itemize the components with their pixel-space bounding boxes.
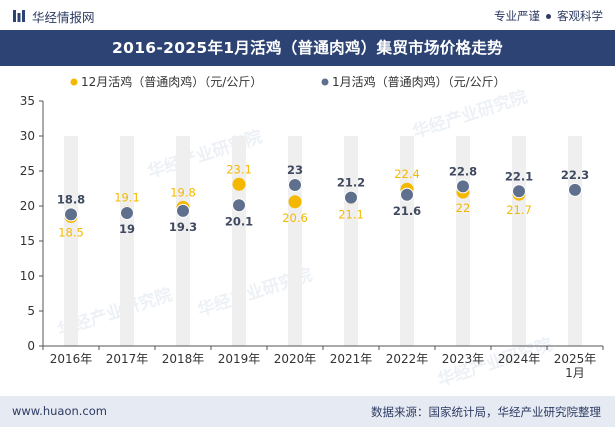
x-tick-label: 2016年	[50, 352, 93, 366]
january-data-label: 21.6	[393, 204, 421, 218]
january-point	[176, 203, 190, 218]
x-tick-label: 2018年	[162, 352, 205, 366]
x-tick-label: 2025年	[554, 352, 597, 366]
watermark-text: 华经产业研究院	[410, 86, 530, 143]
x-tick-label: 2020年	[274, 352, 317, 366]
january-point	[120, 206, 134, 220]
december-point	[232, 177, 246, 191]
january-point	[512, 184, 526, 199]
top-bar: 华经情报网 专业严谨 客观科学	[0, 0, 615, 30]
category-column	[176, 136, 190, 346]
tagline-separator-dot	[546, 13, 551, 19]
y-tick-label: 20	[20, 199, 35, 213]
x-tick-label-line2: 1月	[565, 366, 585, 380]
x-tick-label: 2024年	[498, 352, 541, 366]
december-data-label: 18.5	[58, 226, 84, 240]
y-tick-label: 10	[20, 269, 35, 283]
december-data-label: 21.7	[506, 203, 532, 217]
tagline: 专业严谨 客观科学	[494, 8, 603, 24]
december-data-label: 19.8	[170, 185, 196, 199]
x-tick-label: 2017年	[106, 352, 149, 366]
footer-source: 数据来源：国家统计局，华经产业研究院整理	[371, 405, 601, 419]
january-point	[344, 190, 358, 205]
december-data-label: 22	[456, 201, 471, 215]
brand-logo-icon	[13, 10, 25, 22]
january-point	[400, 187, 414, 202]
legend-label-december: 12月活鸡（普通肉鸡）（元/公斤）	[81, 74, 262, 89]
brand-name: 华经情报网	[32, 9, 95, 25]
december-data-label: 23.1	[226, 162, 252, 176]
december-data-label: 21.1	[338, 207, 364, 221]
january-data-label: 20.1	[225, 214, 253, 228]
december-point	[288, 195, 302, 209]
january-point	[568, 182, 582, 197]
january-data-label: 22.8	[449, 164, 477, 178]
legend-marker-january	[321, 78, 329, 86]
brand: 华经情报网	[12, 7, 95, 25]
footer-website: www.huaon.com	[12, 404, 107, 418]
january-data-label: 19	[119, 222, 135, 236]
y-tick-label: 35	[20, 94, 35, 108]
chart-title: 2016-2025年1月活鸡（普通肉鸡）集贸市场价格走势	[112, 39, 503, 57]
y-tick-label: 30	[20, 129, 35, 143]
january-data-label: 22.3	[561, 168, 589, 182]
y-tick-label: 0	[27, 339, 35, 353]
december-data-label: 20.6	[282, 211, 308, 225]
x-tick-label: 2019年	[218, 352, 261, 366]
x-tick-label: 2021年	[330, 352, 373, 366]
january-data-label: 18.8	[57, 192, 85, 206]
tagline-left: 专业严谨	[494, 9, 540, 23]
january-data-label: 19.3	[169, 220, 197, 234]
category-column	[120, 136, 134, 346]
y-tick-label: 25	[20, 164, 35, 178]
chart: 华经产业研究院华经产业研究院华经产业研究院华经产业研究院华经产业研究院12月活鸡…	[20, 74, 604, 391]
legend-label-january: 1月活鸡（普通肉鸡）（元/公斤）	[332, 74, 506, 89]
tagline-right: 客观科学	[557, 9, 603, 23]
january-data-label: 21.2	[337, 176, 365, 190]
legend-marker-december	[70, 78, 78, 86]
category-column	[64, 136, 78, 346]
january-data-label: 22.1	[505, 169, 533, 183]
december-data-label: 19.1	[114, 190, 140, 204]
january-data-label: 23	[287, 163, 303, 177]
category-column	[512, 136, 526, 346]
january-point	[288, 178, 302, 192]
x-tick-label: 2023年	[442, 352, 485, 366]
x-tick-label: 2022年	[386, 352, 429, 366]
january-point	[64, 207, 78, 222]
december-data-label: 22.4	[394, 167, 420, 181]
january-point	[456, 179, 470, 194]
january-point	[232, 198, 246, 213]
title-bar: 2016-2025年1月活鸡（普通肉鸡）集贸市场价格走势	[0, 30, 615, 66]
category-column	[344, 136, 358, 346]
y-tick-label: 5	[27, 304, 35, 318]
footer: www.huaon.com 数据来源：国家统计局，华经产业研究院整理	[0, 396, 615, 427]
y-tick-label: 15	[20, 234, 35, 248]
